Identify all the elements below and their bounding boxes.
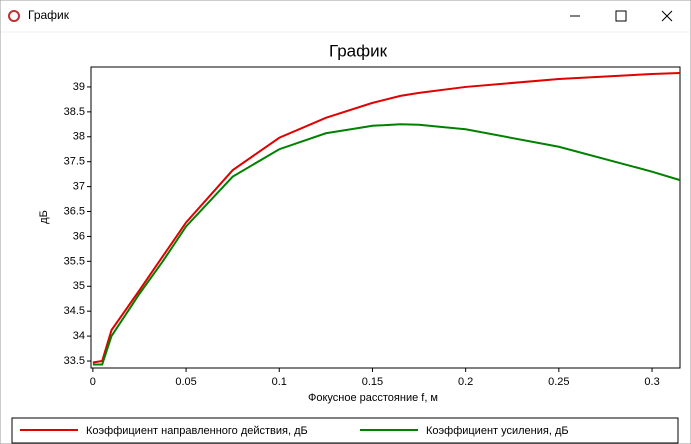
y-tick-label: 36 [73, 230, 85, 242]
x-tick-label: 0.05 [175, 376, 196, 388]
legend-box [11, 417, 679, 444]
chart-title: График [329, 41, 388, 60]
y-tick-label: 38 [73, 131, 85, 143]
series-line [92, 71, 681, 364]
legend-label: Коэффициент усиления, дБ [426, 425, 569, 437]
y-tick-label: 35.5 [64, 255, 85, 267]
x-tick-label: 0 [90, 376, 96, 388]
y-tick-label: 39 [73, 81, 85, 93]
close-button[interactable] [661, 10, 673, 22]
y-tick-label: 34.5 [64, 305, 85, 317]
y-axis-label: дБ [38, 210, 50, 224]
x-axis-label: Фокусное расстояние f, м [308, 392, 438, 404]
y-tick-label: 34 [73, 330, 85, 342]
x-tick-label: 0.1 [272, 376, 287, 388]
maximize-button[interactable] [615, 10, 627, 22]
y-tick-label: 36.5 [64, 205, 85, 217]
x-tick-label: 0.15 [362, 376, 383, 388]
y-tick-label: 37.5 [64, 156, 85, 168]
legend-label: Коэффициент направленного действия, дБ [86, 425, 308, 437]
y-tick-label: 35 [73, 280, 85, 292]
x-tick-label: 0.25 [548, 376, 569, 388]
x-tick-label: 0.2 [458, 376, 473, 388]
x-tick-label: 0.3 [644, 376, 659, 388]
y-tick-label: 38.5 [64, 106, 85, 118]
window-title: График [28, 8, 70, 22]
plot-area [90, 66, 681, 369]
app-icon [8, 10, 20, 22]
y-tick-label: 37 [73, 181, 85, 193]
series-line [92, 123, 681, 366]
y-tick-label: 33.5 [64, 355, 85, 367]
